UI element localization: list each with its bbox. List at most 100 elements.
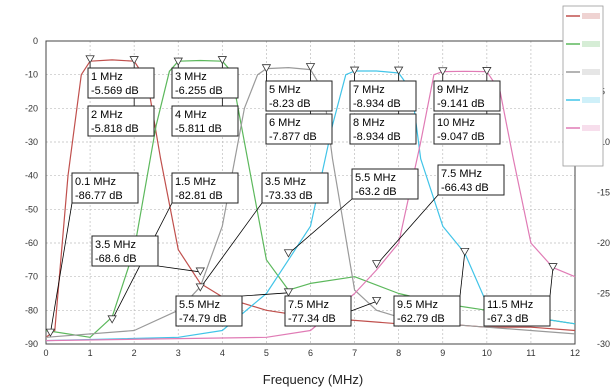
x-tick-label: 10	[482, 348, 492, 358]
marker-label-value: -9.047 dB	[437, 131, 485, 143]
marker-label-box	[437, 164, 505, 196]
marker-label-value: -5.811 dB	[175, 123, 222, 135]
marker-label-frequency: 8 MHz	[353, 117, 385, 129]
x-tick-label: 2	[132, 348, 137, 358]
marker-label: 4 MHz -5.811 dB	[171, 105, 239, 137]
marker-triangle	[129, 56, 139, 65]
marker-triangle	[283, 249, 294, 258]
series-line-4	[45, 70, 576, 342]
marker-leader	[549, 267, 554, 297]
marker-label-value: -73.33 dB	[265, 190, 313, 202]
legend-entry-bar	[582, 125, 600, 131]
marker-label: 7.5 MHz -66.43 dB	[437, 164, 505, 196]
y-tick-label-left: -10	[25, 70, 38, 80]
marker-label-box	[265, 113, 333, 145]
marker-label-frequency: 4 MHz	[175, 109, 207, 121]
legend-entry-bar	[582, 69, 600, 75]
marker-label-box	[171, 172, 239, 204]
marker-labels: 1 MHz -5.569 dB 2 MHz -5.818 dB 3 MHz -6.255 …	[71, 67, 551, 327]
marker-label: 3.5 MHz -68.6 dB	[91, 235, 159, 267]
marker-label: 3.5 MHz -73.33 dB	[261, 172, 329, 204]
marker-label-frequency: 9.5 MHz	[397, 299, 438, 311]
marker-label-frequency: 3 MHz	[175, 71, 207, 83]
x-tick-label: 8	[396, 348, 401, 358]
marker-label-value: -5.818 dB	[91, 123, 139, 135]
marker-triangle	[305, 63, 316, 72]
y-tick-label-right: -20	[597, 238, 610, 248]
y-tick-label-left: 0	[33, 36, 38, 46]
marker-label-box	[261, 172, 329, 204]
x-axis-label: Frequency (MHz)	[263, 372, 363, 387]
axis-ticks: 0 1 2 3 4 5 6 7 8 9 10 11 120-10-20-30-40-50-60-70-8…	[25, 36, 610, 358]
marker-triangle	[45, 328, 56, 337]
marker-label-value: -67.3 dB	[487, 313, 529, 325]
marker-leader	[376, 194, 439, 265]
marker-label: 9 MHz -9.141 dB	[433, 80, 501, 112]
marker-triangle	[107, 315, 117, 324]
marker-label-frequency: 10 MHz	[437, 117, 475, 129]
y-tick-label-right: -10	[597, 137, 610, 147]
y-tick-label-right: -25	[597, 289, 610, 299]
marker-label-value: -8.934 dB	[353, 131, 401, 143]
marker-label: 2 MHz -5.818 dB	[87, 105, 155, 137]
marker-triangle	[195, 267, 205, 276]
marker-leader	[350, 301, 377, 312]
y-tick-label-left: -20	[25, 103, 38, 113]
marker-label-value: -6.255 dB	[175, 85, 223, 97]
marker-label: 5 MHz -8.23 dB	[265, 80, 333, 112]
marker-triangle	[217, 56, 228, 65]
marker-label-box	[351, 168, 419, 200]
marker-triangle	[548, 263, 558, 272]
marker-label-frequency: 7.5 MHz	[441, 168, 482, 180]
marker-label-value: -8.23 dB	[269, 98, 311, 110]
legend-entry-bar	[582, 41, 600, 47]
marker-triangle	[371, 260, 382, 269]
y-tick-label-left: -80	[25, 305, 38, 315]
marker-label-frequency: 11.5 MHz	[487, 299, 533, 311]
marker-label: 7.5 MHz -77.34 dB	[284, 295, 352, 327]
marker-label: 1.5 MHz -82.81 dB	[171, 172, 239, 204]
legend	[562, 5, 604, 167]
marker-label-box	[393, 295, 461, 327]
marker-leader	[459, 252, 466, 297]
marker-label-box	[71, 172, 139, 204]
marker-leader	[288, 198, 353, 255]
marker-label-box	[483, 295, 551, 327]
marker-label-value: -9.141 dB	[437, 98, 485, 110]
marker-label-frequency: 3.5 MHz	[265, 176, 306, 188]
marker-triangle	[349, 66, 360, 75]
marker-label-box	[349, 80, 417, 112]
marker-label: 11.5 MHz -67.3 dB	[483, 295, 551, 327]
marker-label-value: -68.6 dB	[95, 253, 137, 265]
marker-label: 10 MHz -9.047 dB	[433, 113, 501, 145]
marker-label: 0.1 MHz -86.77 dB	[71, 172, 139, 204]
marker-triangles	[45, 55, 558, 337]
marker-label-box	[91, 235, 159, 267]
marker-label-frequency: 5.5 MHz	[179, 299, 220, 311]
marker-triangle	[371, 296, 382, 306]
marker-label-frequency: 6 MHz	[269, 117, 301, 129]
marker-label: 7 MHz -8.934 dB	[349, 80, 417, 112]
y-tick-label-left: -90	[25, 339, 38, 349]
marker-label: 5.5 MHz -63.2 dB	[351, 168, 419, 200]
marker-label-box	[175, 295, 243, 327]
marker-leader	[50, 202, 73, 334]
x-tick-label: 7	[352, 348, 357, 358]
x-tick-label: 6	[308, 348, 313, 358]
marker-label-value: -77.34 dB	[288, 313, 336, 325]
marker-label: 6 MHz -7.877 dB	[265, 113, 333, 145]
marker-label-box	[433, 113, 501, 145]
marker-triangle	[261, 64, 272, 73]
marker-label-value: -8.934 dB	[353, 98, 401, 110]
legend-entry-bar	[582, 97, 600, 103]
x-tick-label: 0	[43, 348, 48, 358]
marker-label-frequency: 5 MHz	[269, 84, 301, 96]
marker-label-value: -62.79 dB	[397, 313, 445, 325]
x-tick-label: 3	[176, 348, 181, 358]
marker-label-box	[87, 105, 155, 137]
plot-frame	[45, 40, 576, 345]
marker-label-frequency: 1 MHz	[91, 71, 123, 83]
x-tick-label: 5	[264, 348, 269, 358]
marker-leader	[157, 265, 201, 273]
marker-label-value: -86.77 dB	[75, 190, 123, 202]
